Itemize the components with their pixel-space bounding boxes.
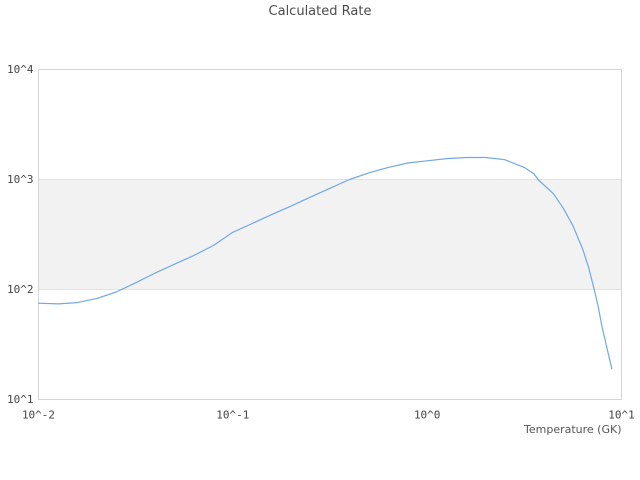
y-tick-label: 10^4 (7, 63, 34, 76)
x-tick-labels: 10^-2 10^-1 10^0 10^1 (22, 409, 635, 422)
plot-border (38, 69, 622, 400)
chart-title: Calculated Rate (268, 4, 372, 19)
y-tick-label: 10^1 (7, 393, 34, 406)
y-tick-label: 10^3 (7, 173, 34, 186)
x-tick-label: 10^1 (608, 409, 635, 422)
y-tick-label: 10^2 (7, 283, 34, 296)
x-tick-label: 10^0 (414, 409, 441, 422)
gridlines (38, 179, 622, 290)
x-axis-label: Temperature (GK) (523, 423, 622, 436)
x-tick-label: 10^-2 (22, 409, 55, 422)
rate-curve (37, 156, 613, 370)
alt-band (38, 179, 622, 290)
x-tick-label: 10^-1 (216, 409, 249, 422)
y-tick-labels: 10^1 10^2 10^3 10^4 (7, 63, 34, 406)
